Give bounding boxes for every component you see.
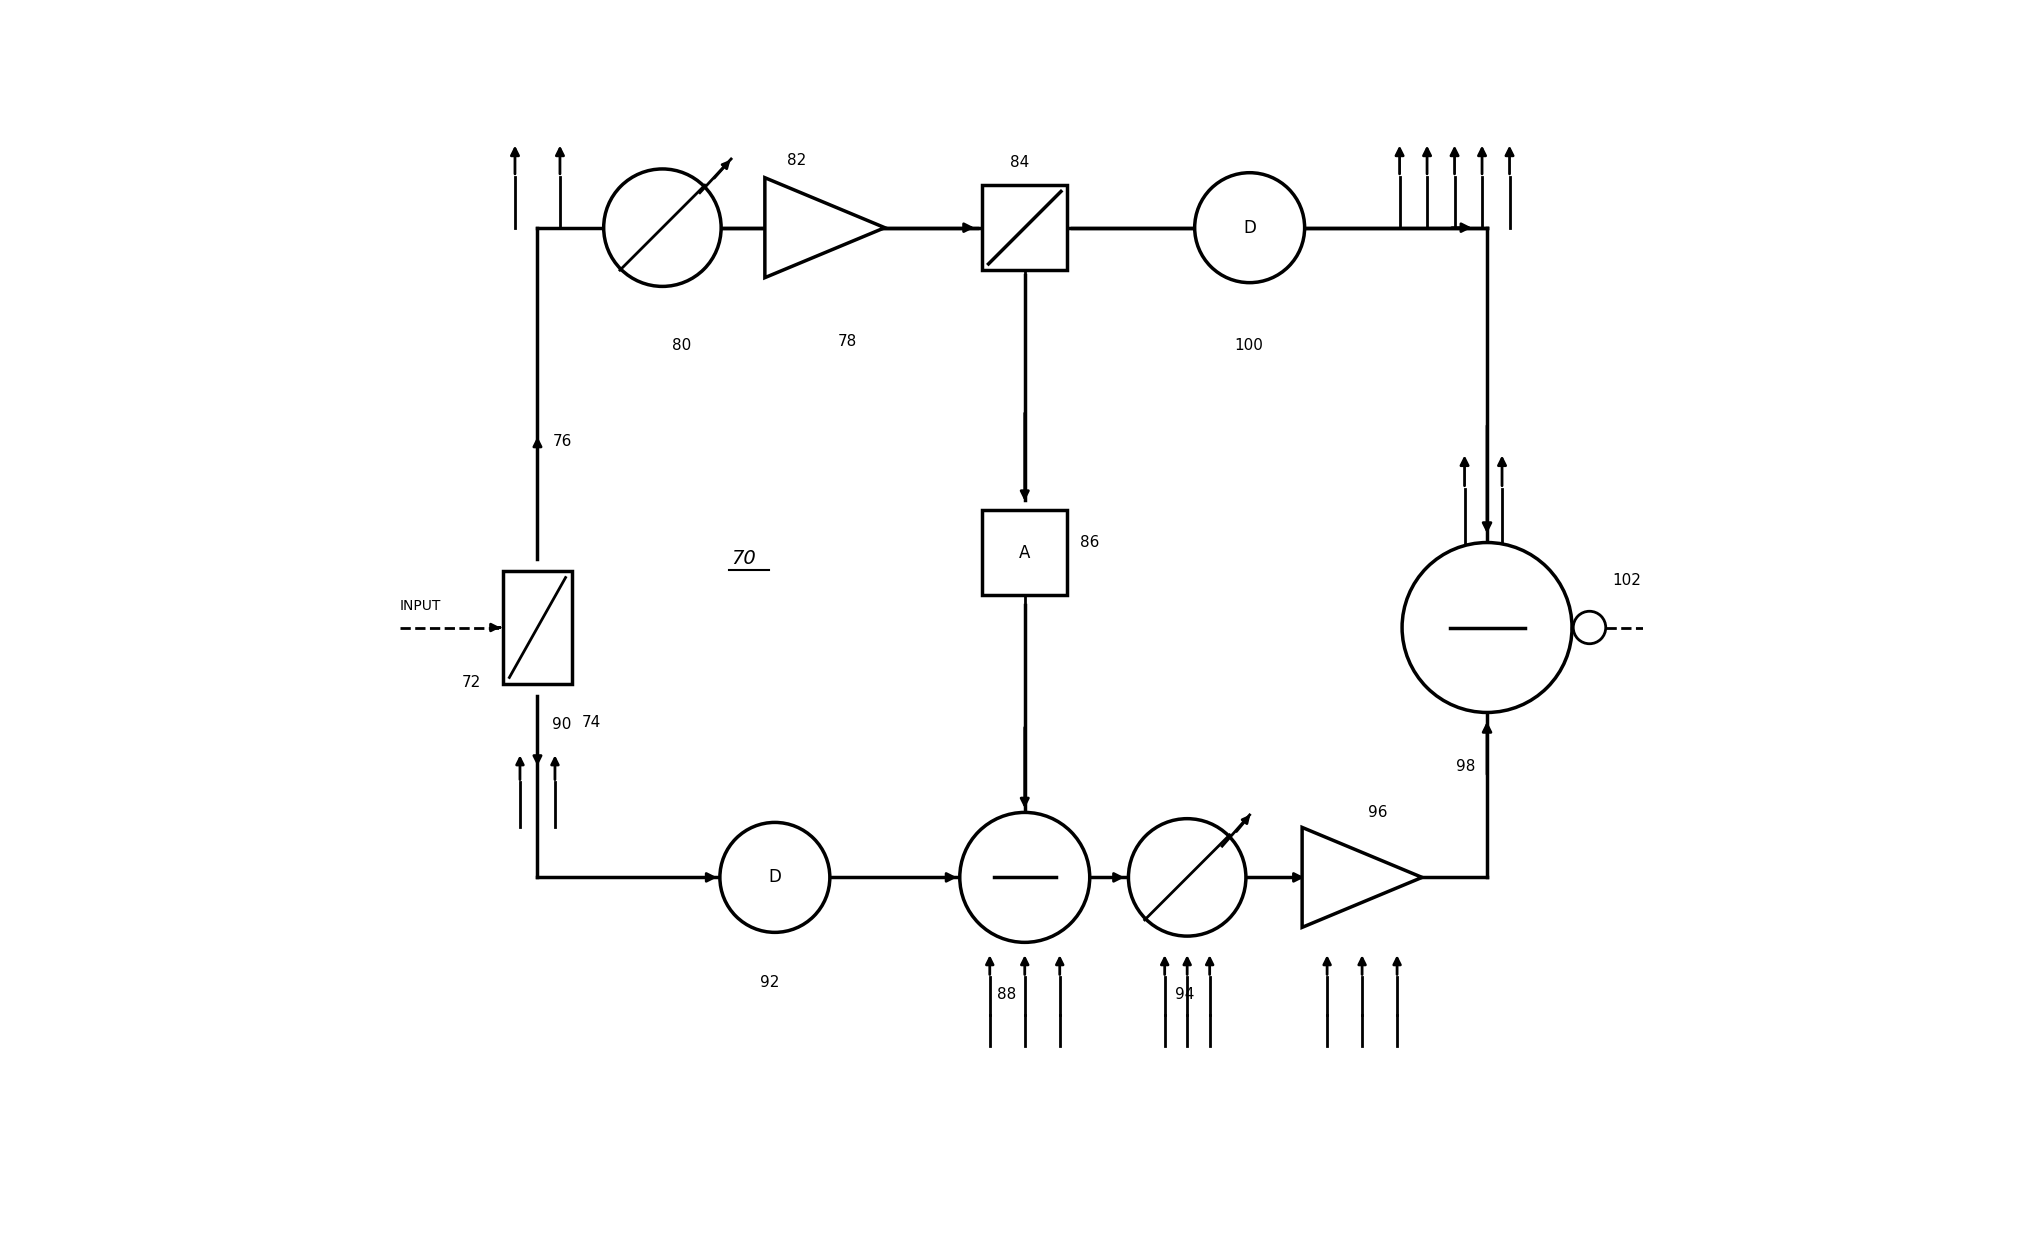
Text: 80: 80: [672, 338, 693, 353]
Text: 74: 74: [583, 715, 601, 730]
Text: 102: 102: [1611, 572, 1642, 587]
Circle shape: [1194, 173, 1304, 282]
Text: 78: 78: [837, 334, 858, 349]
Text: INPUT: INPUT: [399, 599, 442, 612]
Text: D: D: [1243, 218, 1257, 237]
Text: 86: 86: [1080, 535, 1100, 550]
Circle shape: [603, 169, 721, 286]
Text: 70: 70: [731, 550, 756, 569]
Text: 88: 88: [998, 988, 1016, 1003]
Text: 90: 90: [552, 718, 572, 733]
Text: 100: 100: [1234, 338, 1263, 353]
Text: 84: 84: [1010, 156, 1029, 171]
Circle shape: [1573, 611, 1605, 644]
Bar: [982, 186, 1067, 270]
Polygon shape: [764, 178, 884, 277]
Text: 72: 72: [462, 675, 481, 690]
Circle shape: [1401, 542, 1573, 713]
Circle shape: [719, 822, 829, 932]
Text: 96: 96: [1369, 804, 1387, 820]
Text: 82: 82: [788, 153, 807, 168]
Circle shape: [959, 812, 1090, 943]
Text: A: A: [1018, 543, 1031, 561]
Polygon shape: [1302, 827, 1422, 927]
Text: 76: 76: [552, 434, 572, 449]
Text: 98: 98: [1456, 759, 1475, 773]
Bar: [982, 510, 1067, 595]
Text: 92: 92: [760, 975, 780, 990]
Text: D: D: [768, 868, 782, 886]
Bar: [503, 571, 572, 684]
Text: 94: 94: [1175, 988, 1194, 1003]
Circle shape: [1128, 818, 1247, 936]
